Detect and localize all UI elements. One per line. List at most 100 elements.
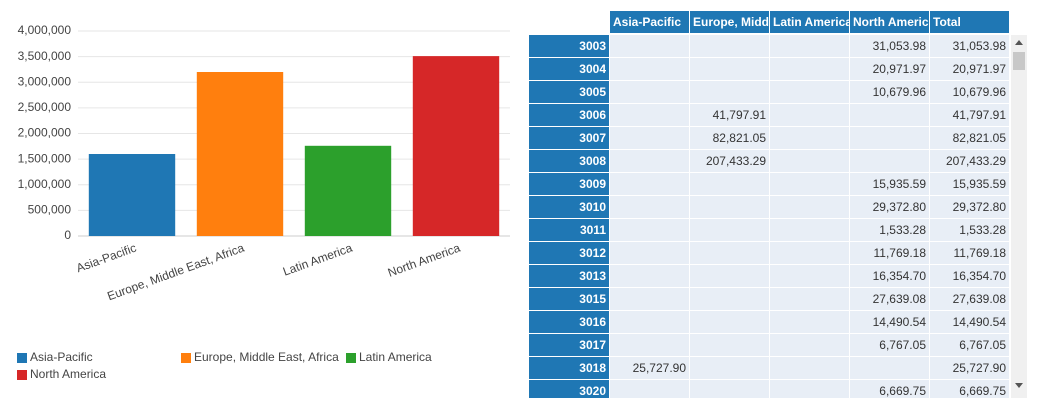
data-cell: 29,372.80 [930,196,1009,218]
data-cell [610,81,689,103]
y-tick-label: 500,000 [28,203,72,217]
data-cell: 27,639.08 [930,288,1009,310]
data-cell [690,173,769,195]
data-cell [770,104,849,126]
data-cell [690,380,769,398]
data-cell [610,58,689,80]
data-cell [770,334,849,356]
data-cell: 41,797.91 [690,104,769,126]
data-cell [770,196,849,218]
data-cell [770,242,849,264]
y-tick-label: 2,000,000 [18,126,72,140]
data-cell [690,334,769,356]
column-header: Asia-Pacific [610,11,689,33]
data-cell [610,150,689,172]
legend-swatch [17,370,27,380]
data-cell [610,265,689,287]
row-header: 3011 [529,219,609,241]
data-cell: 6,767.05 [930,334,1009,356]
y-tick-label: 3,000,000 [18,74,72,88]
data-cell: 11,769.18 [850,242,929,264]
data-cell [850,104,929,126]
data-cell [770,288,849,310]
data-cell: 41,797.91 [930,104,1009,126]
data-cell [690,311,769,333]
y-tick-label: 1,000,000 [18,177,72,191]
data-cell: 14,490.54 [930,311,1009,333]
scrollbar[interactable] [1011,35,1027,398]
data-cell [770,35,849,57]
data-cell: 16,354.70 [930,265,1009,287]
scroll-arrows [1015,40,1023,388]
data-cell [690,58,769,80]
legend-label: North America [30,367,106,381]
data-cell: 82,821.05 [690,127,769,149]
data-cell [850,127,929,149]
data-cell [770,380,849,398]
column-header: Total [930,11,1009,33]
row-header: 3006 [529,104,609,126]
data-cell: 1,533.28 [930,219,1009,241]
row-header: 3003 [529,35,609,57]
row-header: 3012 [529,242,609,264]
legend-label: Asia-Pacific [30,350,93,364]
x-tick-label: Latin America [281,241,354,279]
data-cell: 20,971.97 [850,58,929,80]
data-cell [690,265,769,287]
y-tick-label: 2,500,000 [18,100,72,114]
legend-label: Latin America [359,350,432,364]
data-cell [610,219,689,241]
data-cell [770,357,849,379]
legend-swatch [181,353,191,363]
row-header: 3007 [529,127,609,149]
data-cell: 6,669.75 [930,380,1009,398]
data-cell: 31,053.98 [850,35,929,57]
data-cell: 207,433.29 [930,150,1009,172]
data-cell [690,35,769,57]
data-cell: 15,935.59 [930,173,1009,195]
row-header: 3015 [529,288,609,310]
data-cell [770,219,849,241]
bar [196,72,284,236]
data-cell [770,58,849,80]
data-cell: 6,767.05 [850,334,929,356]
y-tick-label: 3,500,000 [18,49,72,63]
data-cell [610,35,689,57]
data-cell [610,242,689,264]
bar [412,56,500,236]
column-header: Europe, Middle East, Africa [690,11,769,33]
data-cell [610,380,689,398]
data-cell [690,196,769,218]
legend-label: Europe, Middle East, Africa [194,350,339,364]
data-cell: 11,769.18 [930,242,1009,264]
data-cell: 6,669.75 [850,380,929,398]
data-cell: 10,679.96 [930,81,1009,103]
data-cell: 14,490.54 [850,311,929,333]
data-cell: 16,354.70 [850,265,929,287]
data-cell [610,127,689,149]
data-cell [690,357,769,379]
row-header: 3005 [529,81,609,103]
data-cell [850,150,929,172]
row-header: 3010 [529,196,609,218]
x-tick-label: North America [386,241,463,280]
data-cell: 207,433.29 [690,150,769,172]
data-cell: 25,727.90 [930,357,1009,379]
data-cell [610,334,689,356]
row-header: 3018 [529,357,609,379]
data-cell: 27,639.08 [850,288,929,310]
scroll-thumb[interactable] [1013,52,1025,70]
legend-swatch [17,353,27,363]
data-cell [850,357,929,379]
data-cell [770,81,849,103]
data-cell: 25,727.90 [610,357,689,379]
y-tick-label: 1,500,000 [18,151,72,165]
data-cell [610,288,689,310]
data-cell: 31,053.98 [930,35,1009,57]
row-header: 3016 [529,311,609,333]
column-header: North America [850,11,929,33]
data-cell [610,196,689,218]
column-header: Latin America [770,11,849,33]
row-header: 3013 [529,265,609,287]
